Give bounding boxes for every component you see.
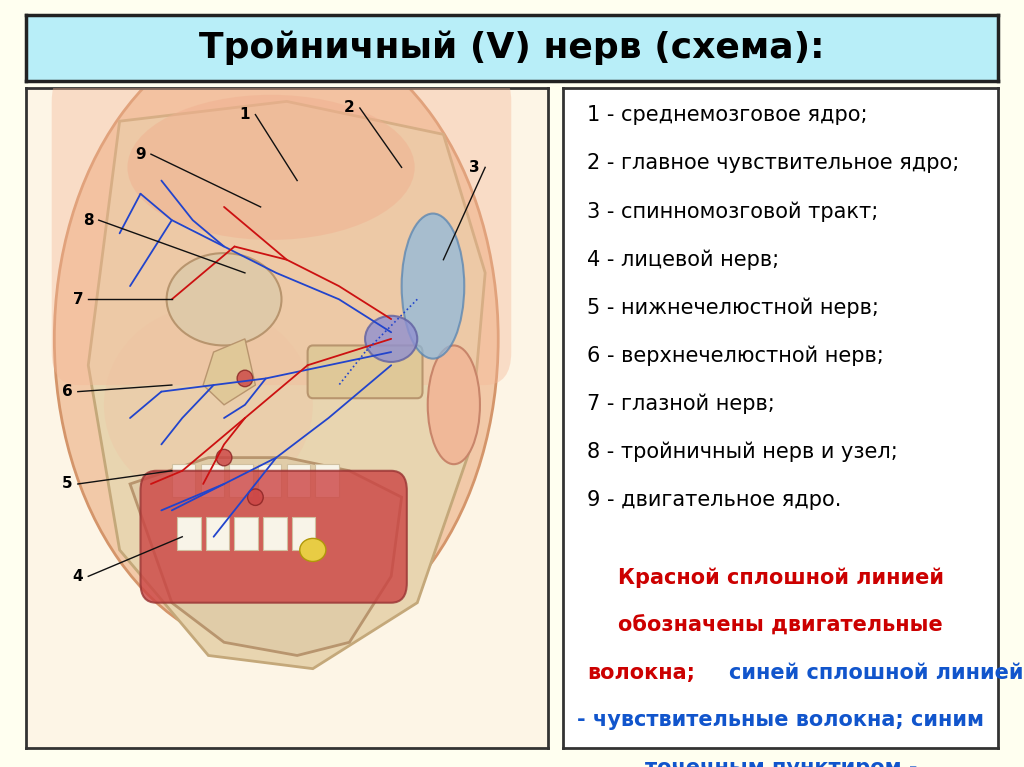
Ellipse shape: [216, 449, 231, 466]
FancyBboxPatch shape: [51, 68, 511, 385]
Bar: [172, 464, 196, 497]
Text: 2: 2: [344, 100, 354, 116]
Text: волокна;: волокна;: [587, 663, 695, 683]
Polygon shape: [130, 458, 401, 656]
Text: обозначены двигательные: обозначены двигательные: [618, 615, 943, 636]
Ellipse shape: [54, 25, 499, 652]
Text: 3: 3: [469, 160, 480, 175]
Text: 9: 9: [135, 146, 145, 162]
Text: 8 - тройничный нерв и узел;: 8 - тройничный нерв и узел;: [587, 442, 898, 463]
Text: 3 - спинномозговой тракт;: 3 - спинномозговой тракт;: [587, 201, 879, 222]
Bar: [201, 464, 224, 497]
Ellipse shape: [127, 95, 415, 240]
Text: точечным пунктиром -: точечным пунктиром -: [644, 758, 918, 767]
Text: - чувствительные волокна; синим: - чувствительные волокна; синим: [578, 710, 984, 730]
Bar: [258, 464, 282, 497]
Text: 4 - лицевой нерв;: 4 - лицевой нерв;: [587, 249, 779, 270]
Text: Красной сплошной линией: Красной сплошной линией: [617, 568, 944, 588]
Text: 5 - нижнечелюстной нерв;: 5 - нижнечелюстной нерв;: [587, 298, 879, 318]
Bar: [177, 517, 201, 550]
FancyBboxPatch shape: [307, 345, 423, 398]
Text: 6: 6: [62, 384, 73, 399]
Ellipse shape: [104, 306, 313, 504]
Text: 7: 7: [73, 291, 83, 307]
Bar: [315, 464, 339, 497]
Bar: [206, 517, 229, 550]
Text: 6 - верхнечелюстной нерв;: 6 - верхнечелюстной нерв;: [587, 345, 884, 366]
Text: 2 - главное чувствительное ядро;: 2 - главное чувствительное ядро;: [587, 153, 959, 173]
Text: 1: 1: [240, 107, 250, 122]
Text: 9 - двигательное ядро.: 9 - двигательное ядро.: [587, 490, 842, 510]
Text: 1 - среднемозговое ядро;: 1 - среднемозговое ядро;: [587, 105, 867, 125]
Bar: [292, 517, 315, 550]
Ellipse shape: [238, 370, 253, 387]
Bar: [287, 464, 310, 497]
Text: синей сплошной линией: синей сплошной линией: [729, 663, 1023, 683]
FancyBboxPatch shape: [140, 471, 407, 603]
Text: Тройничный (V) нерв (схема):: Тройничный (V) нерв (схема):: [200, 31, 824, 65]
Ellipse shape: [366, 316, 418, 362]
Ellipse shape: [428, 345, 480, 464]
Bar: [263, 517, 287, 550]
Text: 7 - глазной нерв;: 7 - глазной нерв;: [587, 393, 775, 414]
Bar: [234, 517, 258, 550]
Ellipse shape: [167, 253, 282, 345]
Text: 5: 5: [62, 476, 73, 492]
Ellipse shape: [248, 489, 263, 505]
Bar: [229, 464, 253, 497]
Polygon shape: [88, 101, 485, 669]
Text: 4: 4: [73, 569, 83, 584]
Ellipse shape: [401, 213, 464, 359]
Polygon shape: [203, 339, 255, 405]
Ellipse shape: [300, 538, 326, 561]
Text: 8: 8: [83, 212, 93, 228]
